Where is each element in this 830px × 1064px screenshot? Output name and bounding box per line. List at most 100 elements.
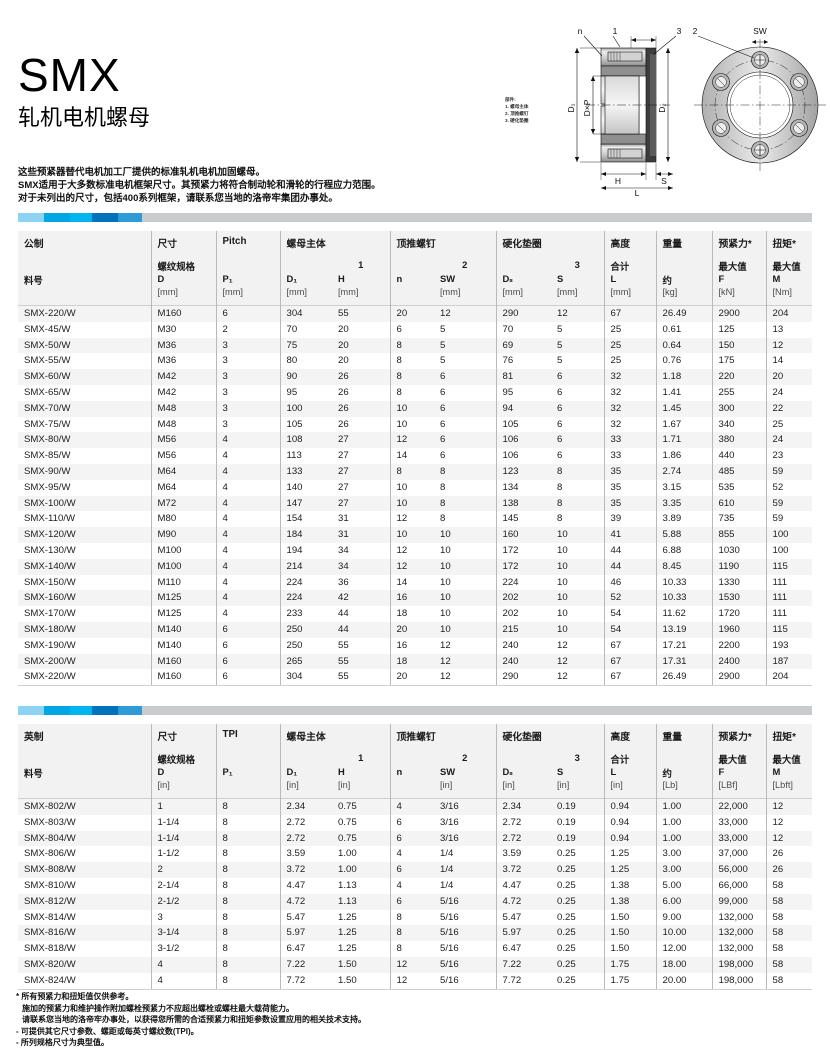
table-cell: 8	[215, 893, 280, 910]
table-cell: 4.47	[495, 877, 551, 894]
table-cell: 0.75	[332, 797, 390, 815]
metric-unit-D1: [mm]	[279, 287, 332, 306]
imperial-unit-F: [LBf]	[711, 780, 766, 799]
table-row: SMX-814/W 3 8 5.47 1.25 8 5/16 5.47 0.25 1.50 9.00…	[18, 909, 812, 926]
table-cell: 1.13	[332, 893, 390, 910]
table-cell: 1.00	[655, 830, 712, 847]
table-row: SMX-85/W M56 4 113 27 14 6 106 6 33 1.86 440 23	[18, 448, 812, 464]
table-cell: 81	[495, 369, 551, 385]
table-cell: 233	[279, 606, 332, 622]
table-cell: 12	[551, 304, 604, 322]
table-cell: 20	[389, 621, 434, 638]
footnotes: * 所有预紧力和扭矩值仅供参考。 施加的预紧力和维护操作附加螺栓预紧力不应超出螺…	[16, 991, 366, 1049]
metric-group-weight: 重量	[655, 231, 712, 259]
table-cell: 3	[215, 384, 280, 401]
table-cell: 70	[495, 321, 551, 338]
table-cell: 12	[551, 653, 604, 670]
imperial-group-torque: 扭矩*	[765, 724, 812, 752]
table-cell: SMX-190/W	[24, 639, 76, 651]
legend-item-3: 3. 硬化垫圈	[505, 118, 529, 123]
table-cell: 6.47	[279, 941, 332, 957]
table-cell: SMX-55/W	[24, 355, 71, 367]
table-cell: 1.86	[655, 448, 712, 464]
table-cell: 1.25	[332, 925, 390, 942]
table-row: SMX-160/W M125 4 224 42 16 10 202 10 52 10.33 1530 1…	[18, 590, 812, 607]
table-cell: 3	[215, 369, 280, 385]
table-cell: 1.41	[655, 384, 712, 401]
imperial-col-n: n	[389, 766, 434, 780]
table-cell: 12	[765, 814, 812, 831]
color-bar-segment	[70, 213, 92, 222]
table-cell: 1720	[711, 606, 766, 622]
table-cell: 44	[332, 621, 390, 638]
table-cell: SMX-100/W	[18, 495, 151, 512]
imperial-col-D: D	[150, 766, 216, 780]
table-cell: 6.47	[495, 941, 551, 957]
table-cell: 6	[551, 400, 604, 417]
table-cell: 6	[434, 400, 496, 417]
table-cell: 10	[557, 544, 568, 556]
table-cell: 1.75	[603, 956, 656, 973]
table-cell: 132,000	[711, 925, 766, 942]
table-cell: 8	[389, 384, 434, 401]
table-cell: 66,000	[711, 877, 766, 894]
table-cell: M48	[150, 416, 216, 433]
metric-sub-thread-spec: 螺纹规格	[150, 259, 216, 273]
table-row: SMX-50/W M36 3 75 20 8 5 69 5 25 0.64 150 12	[18, 337, 812, 354]
color-bar-imperial	[18, 706, 812, 715]
metric-unit-Ds: [mm]	[495, 287, 551, 306]
imperial-table-head: 英制 尺寸 TPI 螺母主体 顶推螺钉 硬化垫圈 高度 重量 预紧力* 扭矩* …	[18, 724, 812, 799]
table-row: SMX-130/W M100 4 194 34 12 10 172 10 44 6.88 1030 10…	[18, 542, 812, 559]
table-cell: 58	[765, 909, 812, 926]
imperial-sub-total: 合计	[603, 752, 656, 766]
table-cell: 12	[551, 669, 604, 687]
table-cell: 0.25	[551, 972, 604, 990]
table-cell: SMX-85/W	[24, 450, 71, 462]
metric-group-hardened-washer: 硬化垫圈	[495, 231, 604, 259]
table-cell: 0.19	[557, 816, 576, 828]
metric-col-L: L	[603, 273, 656, 287]
table-cell: 0.25	[557, 911, 576, 923]
imperial-unit-D1: [in]	[279, 780, 332, 799]
table-cell: 3.00	[655, 862, 712, 878]
table-cell: 3-1/4	[150, 925, 216, 942]
imperial-spec-table: 英制 尺寸 TPI 螺母主体 顶推螺钉 硬化垫圈 高度 重量 预紧力* 扭矩* …	[18, 724, 812, 990]
table-cell: 105	[279, 416, 332, 433]
table-cell: 75	[279, 337, 332, 354]
table-cell: 3.89	[655, 511, 712, 528]
table-cell: 4	[389, 797, 434, 815]
table-cell: SMX-150/W	[24, 576, 76, 588]
table-cell: 95	[495, 384, 551, 401]
metric-col-D: D	[150, 273, 216, 287]
table-row: SMX-65/W M42 3 95 26 8 6 95 6 32 1.41 255 24	[18, 384, 812, 401]
table-cell: 18.00	[655, 956, 712, 973]
table-cell: 4	[215, 590, 280, 607]
table-cell: 58	[765, 941, 812, 957]
table-cell: 1190	[711, 558, 766, 575]
table-cell: 1/4	[440, 879, 454, 891]
table-cell: 0.94	[603, 814, 656, 831]
table-cell: 33	[603, 448, 656, 464]
table-cell: 12	[434, 304, 496, 322]
table-cell: 4	[215, 606, 280, 622]
table-cell: 134	[495, 479, 551, 496]
table-cell: 4	[215, 463, 280, 480]
table-row: SMX-818/W 3-1/2 8 6.47 1.25 8 5/16 6.47 0.25 1.50…	[18, 941, 812, 957]
table-cell: 8	[389, 463, 434, 480]
table-cell: 111	[765, 574, 812, 591]
metric-group-torque: 扭矩*	[765, 231, 812, 259]
table-cell: 54	[603, 621, 656, 638]
imperial-group-unit: 英制	[18, 724, 151, 752]
table-cell: 5.97	[279, 925, 332, 942]
table-cell: 202	[495, 590, 551, 607]
table-cell: 12	[765, 337, 812, 354]
table-cell: M56	[150, 448, 216, 464]
table-cell: 0.25	[551, 893, 604, 910]
table-cell: 12	[434, 669, 496, 687]
table-cell: 1.25	[338, 943, 357, 955]
table-cell: 39	[603, 511, 656, 528]
imperial-unit-Ds: [in]	[495, 780, 551, 799]
table-cell: 59	[765, 511, 812, 528]
table-cell: 250	[279, 637, 332, 654]
imperial-col-approx: 约	[655, 766, 712, 780]
